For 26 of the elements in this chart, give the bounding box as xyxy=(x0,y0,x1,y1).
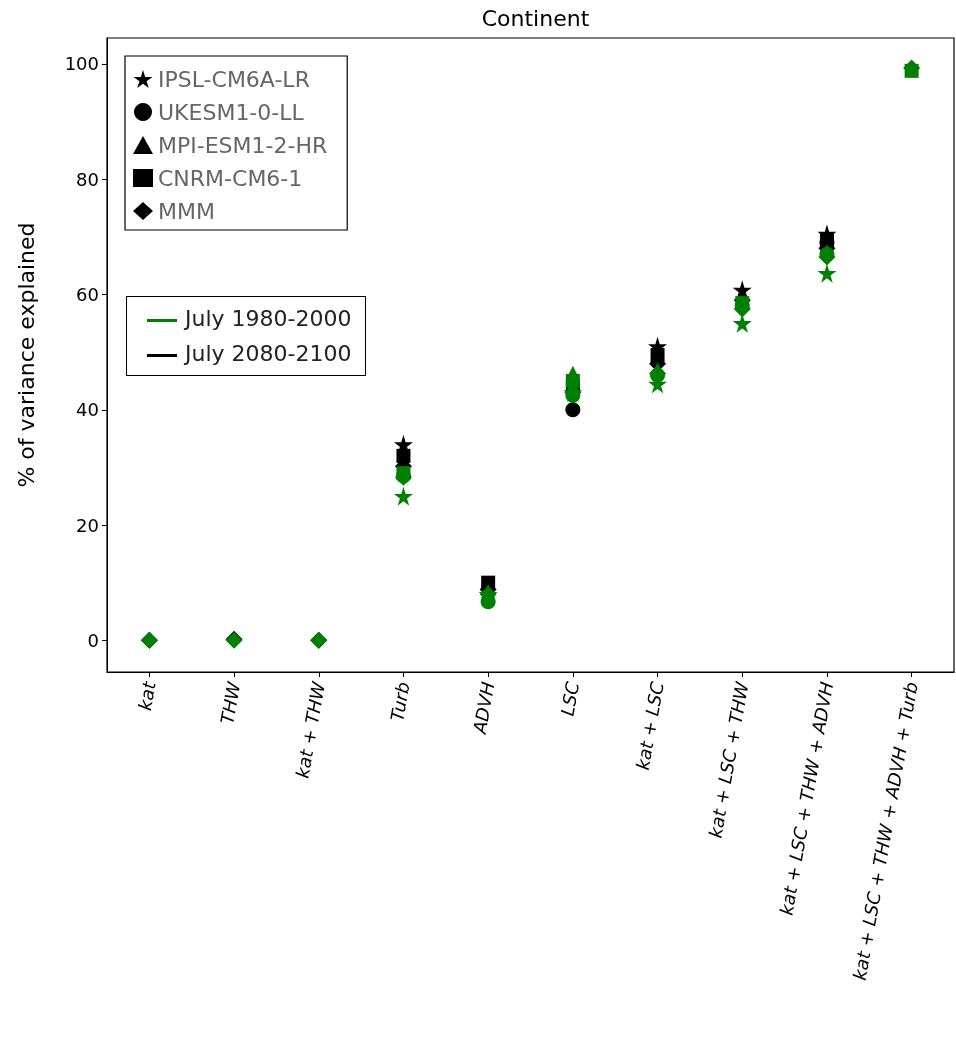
x-tick-label: Turb xyxy=(386,680,414,723)
legend-label: IPSL-CM6A-LR xyxy=(158,66,310,92)
y-tick-label: 80 xyxy=(76,168,99,190)
y-tick-label: 40 xyxy=(76,399,99,421)
x-tick-label: LSC xyxy=(556,679,584,718)
legend-label: CNRM-CM6-1 xyxy=(158,165,303,191)
legend-box: July 1980-2000 July 2080-2100 xyxy=(126,296,367,376)
y-tick-label: 0 xyxy=(87,629,99,651)
chart-title: Continent xyxy=(481,5,590,31)
legend-label: UKESM1-0-LL xyxy=(158,99,305,125)
x-tick-label: kat + LSC xyxy=(631,679,668,772)
x-tick-label: ADVH xyxy=(468,679,499,737)
x-tick-label: THW xyxy=(216,678,245,726)
annotation: July 1980-2000 xyxy=(185,306,352,331)
y-tick-label: 100 xyxy=(64,53,99,75)
legend-label: MPI-ESM1-2-HR xyxy=(158,132,328,158)
y-axis-title: % of variance explained xyxy=(13,222,39,488)
annotation: July 2080-2100 xyxy=(185,341,352,366)
x-tick-label: kat xyxy=(134,679,160,712)
x-tick-label: kat + LSC + THW + ADVH xyxy=(775,679,838,917)
x-tick-label: kat + THW xyxy=(291,679,330,780)
y-tick-label: 60 xyxy=(76,283,99,305)
y-tick-label: 20 xyxy=(76,514,99,536)
x-tick-label: kat + LSC + THW + ADVH + Turb xyxy=(848,680,922,982)
x-tick-label: kat + LSC + THW xyxy=(704,679,753,840)
legend-label: MMM xyxy=(158,198,215,224)
